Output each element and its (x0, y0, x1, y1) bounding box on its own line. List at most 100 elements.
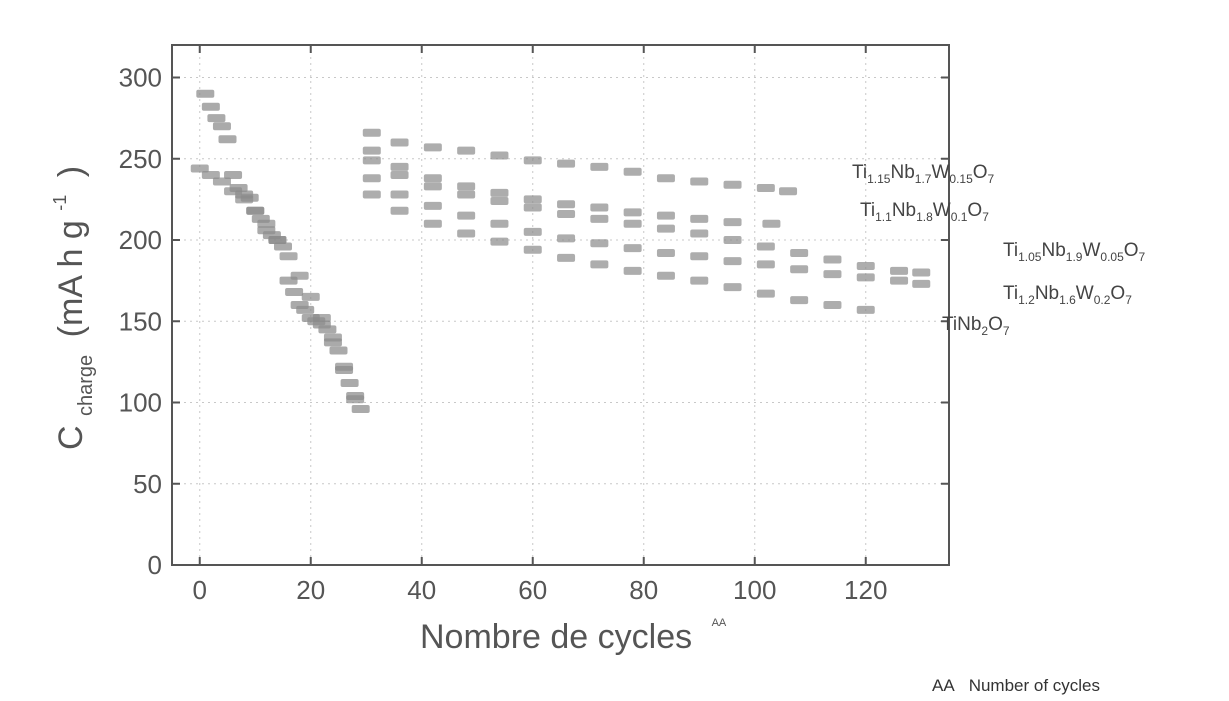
data-point-early (351, 405, 370, 413)
data-point (362, 174, 381, 183)
data-point (656, 249, 675, 257)
data-point (756, 260, 775, 269)
data-point (890, 266, 909, 275)
data-point (268, 236, 287, 244)
data-point (790, 296, 809, 305)
data-point-early (224, 171, 243, 179)
data-point (762, 219, 781, 228)
data-point (490, 197, 509, 205)
series-label: Ti1.15Nb1.7W0.15O7 (852, 162, 995, 186)
y-axis-title: C charge (mA h g -1 ) (36, 166, 100, 450)
data-point (723, 283, 742, 292)
data-point (490, 237, 509, 246)
data-point (656, 174, 675, 183)
data-point (312, 314, 331, 322)
data-point-early (218, 135, 237, 144)
data-point (390, 190, 409, 199)
y-tick-label: 200 (119, 225, 162, 255)
data-point (590, 203, 609, 212)
y-tick-label: 300 (119, 63, 162, 93)
data-point (623, 244, 642, 253)
footnote-marker: AA (932, 676, 955, 695)
data-point (423, 143, 442, 152)
data-point (779, 187, 798, 196)
data-point (423, 219, 442, 228)
x-axis-title-marker: AA (712, 617, 727, 629)
data-point (912, 268, 931, 277)
y-tick-label: 250 (119, 144, 162, 174)
y-tick-label: 150 (119, 306, 162, 336)
data-point (212, 177, 231, 186)
data-point (190, 164, 209, 173)
x-tick-label: 40 (407, 575, 436, 605)
series-2 (362, 156, 931, 277)
series-3 (362, 174, 931, 288)
series-0 (362, 128, 798, 196)
data-point (590, 260, 609, 269)
data-point (790, 265, 809, 274)
data-point (756, 184, 775, 192)
data-point (690, 276, 709, 285)
data-point (723, 257, 742, 266)
data-point-early (207, 114, 226, 123)
data-point (523, 203, 542, 212)
data-point-early (274, 242, 292, 251)
y-tick-label: 50 (133, 469, 162, 499)
data-point (390, 206, 409, 215)
data-point-early (318, 325, 337, 334)
series-4 (190, 164, 875, 404)
data-point (423, 182, 442, 191)
data-point-early (296, 305, 315, 314)
plot-frame (171, 44, 950, 566)
data-point (723, 180, 742, 189)
data-point (323, 333, 342, 342)
data-point (290, 271, 309, 280)
data-point (790, 249, 809, 257)
data-point (279, 252, 298, 261)
data-point (557, 200, 576, 209)
data-point (490, 151, 509, 160)
x-tick-label: 20 (296, 575, 325, 605)
data-point (723, 218, 742, 227)
data-point (557, 234, 576, 243)
data-point (623, 208, 642, 217)
footnote: AA Number of cycles (932, 676, 1114, 696)
data-point (557, 159, 576, 168)
data-point (457, 190, 476, 199)
data-point (590, 214, 609, 223)
data-point (523, 195, 542, 204)
series-label: TiNb2O7 (942, 314, 1010, 338)
series-label: Ti1.05Nb1.9W0.05O7 (1003, 240, 1146, 264)
data-point (890, 276, 909, 285)
data-point (523, 227, 542, 236)
x-tick-label: 100 (733, 575, 776, 605)
data-point (490, 188, 509, 197)
data-point (690, 229, 709, 238)
data-point (423, 174, 442, 183)
data-point (623, 266, 642, 275)
data-point (257, 219, 276, 228)
data-point (656, 224, 675, 233)
data-point (656, 211, 675, 220)
data-point (823, 255, 842, 264)
data-point (390, 171, 409, 179)
data-point-early (212, 122, 231, 131)
data-point (690, 214, 709, 223)
data-point (362, 128, 381, 137)
data-point (756, 242, 775, 251)
data-point (656, 271, 675, 280)
data-point (301, 292, 320, 301)
grid (172, 45, 949, 566)
data-point-early (329, 346, 348, 355)
data-point (912, 279, 931, 288)
data-point (590, 162, 609, 171)
data-point (557, 253, 576, 262)
x-tick-label: 80 (629, 575, 658, 605)
data-point-early (201, 102, 220, 111)
data-point (457, 146, 476, 155)
data-point (623, 219, 642, 228)
data-point (346, 395, 365, 404)
data-point (390, 162, 409, 171)
data-point (235, 195, 254, 204)
data-point-early (285, 288, 304, 296)
